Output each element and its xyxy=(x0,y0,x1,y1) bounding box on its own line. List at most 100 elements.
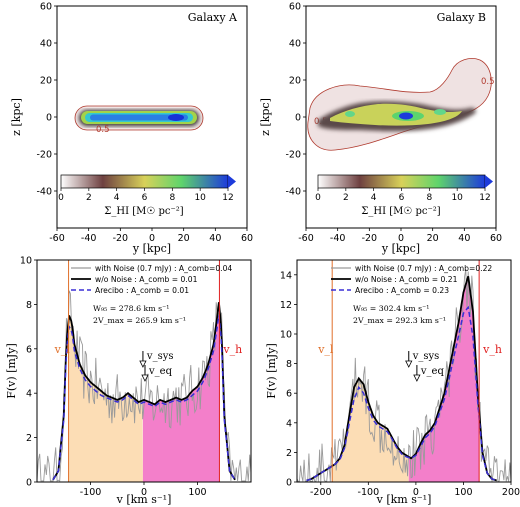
axis-ticks: -200 -100 0 100 200 0 2 4 6 8 10 12 14 xyxy=(280,270,520,498)
colorbar: 0 2 4 6 8 10 12 Σ_HI [M☉ pc⁻²] xyxy=(315,174,493,217)
y-tick-label: 8 xyxy=(286,359,292,370)
colorbar-tick-label: 10 xyxy=(451,193,463,203)
x-tick-label: 40 xyxy=(209,233,221,244)
x-tick-label: 100 xyxy=(188,487,206,498)
x-tick-label: -40 xyxy=(81,233,97,244)
fill-high-velocity xyxy=(142,302,220,482)
y-tick-label: 12 xyxy=(280,300,292,311)
colorbar: 0 2 4 6 8 10 12 Σ_HI [M☉ pc⁻²] xyxy=(58,174,236,217)
colorbar-ticks: 0 2 4 6 8 10 12 xyxy=(58,188,234,203)
v-eq-label: v_eq xyxy=(148,366,173,377)
x-axis-label: v [km s⁻¹] xyxy=(116,493,172,506)
axis-ticks: -100 0 100 0 2 4 6 8 10 xyxy=(20,256,207,499)
panel-title: Galaxy B xyxy=(437,11,486,24)
series-with-noise xyxy=(296,269,512,482)
x-tick-label: -200 xyxy=(310,487,332,498)
v-eq-arrowhead xyxy=(141,374,149,382)
y-tick-label: 10 xyxy=(280,330,292,341)
vmax-annotation: 2V_max = 292.3 km s⁻¹ xyxy=(353,316,446,325)
colorbar-gradient xyxy=(317,174,486,189)
v-sys-label: v_sys xyxy=(412,351,440,362)
series-arecibo xyxy=(52,315,236,481)
x-tick-label: -20 xyxy=(362,233,378,244)
x-tick-label: 0 xyxy=(398,233,404,244)
colorbar-ticks: 0 2 4 6 8 10 12 xyxy=(315,188,491,203)
v-high-label: v_h xyxy=(482,343,502,356)
v-sys-arrowhead xyxy=(139,360,147,368)
galaxy-b-spectrum-panel: v_l v_h v_sys v_eq -200 -100 0 100 200 0 2 4 6 8 10 12… xyxy=(265,259,520,506)
colorbar-tick-label: 12 xyxy=(222,193,233,203)
y-tick-label: 60 xyxy=(40,2,52,13)
legend-entry: with Noise (0.7 mJy) : A_comb=0.22 xyxy=(355,264,492,273)
vmax-annotation: 2V_max = 265.9 km s⁻¹ xyxy=(93,316,186,325)
contour-0.5 xyxy=(74,105,204,131)
x-tick-label: 0 xyxy=(149,233,155,244)
v-high-label: v_h xyxy=(222,343,242,356)
x-tick-label: 200 xyxy=(502,487,520,498)
y-tick-label: 0 xyxy=(295,113,301,124)
colorbar-label: Σ_HI [M☉ pc⁻²] xyxy=(361,206,440,217)
y-tick-label: 40 xyxy=(40,39,52,50)
legend-entry: w/o Noise : A_comb = 0.01 xyxy=(95,275,198,284)
velocity-markers: v_l v_h v_sys v_eq xyxy=(317,260,502,482)
y-tick-label: 2 xyxy=(286,448,292,459)
colorbar-tick-label: 6 xyxy=(142,193,148,203)
x-axis-label: y [kpc] xyxy=(132,242,171,255)
velocity-markers: v_l v_h v_sys v_eq xyxy=(54,260,242,482)
x-tick-label: 60 xyxy=(241,233,253,244)
y-tick-label: -40 xyxy=(36,187,52,198)
colorbar-tick-label: 8 xyxy=(169,193,175,203)
y-tick-label: 14 xyxy=(280,270,292,281)
x-tick-label: -60 xyxy=(49,233,65,244)
v-sys-arrowhead xyxy=(405,360,413,368)
colorbar-label: Σ_HI [M☉ pc⁻²] xyxy=(104,206,183,217)
x-tick-label: 20 xyxy=(427,233,439,244)
colorbar-gradient xyxy=(60,174,229,189)
x-axis-label: y [kpc] xyxy=(381,242,420,255)
y-axis-label: z [kpc] xyxy=(10,98,23,136)
hi-peak xyxy=(399,112,413,120)
x-tick-label: 100 xyxy=(454,487,472,498)
plot-frame xyxy=(296,259,512,483)
y-tick-label: 40 xyxy=(289,39,301,50)
panel-title: Galaxy A xyxy=(188,11,238,24)
y-tick-label: 0 xyxy=(26,478,32,489)
colorbar-extend-arrow xyxy=(485,175,493,188)
colorbar-tick-label: 0 xyxy=(315,193,321,203)
spectrum-lines xyxy=(296,269,512,482)
y-axis-label: z [kpc] xyxy=(259,98,272,136)
x-tick-label: -60 xyxy=(298,233,314,244)
colorbar-tick-label: 4 xyxy=(114,193,120,203)
y-axis-label: F(v) [mJy] xyxy=(5,343,18,399)
colorbar-tick-label: 0 xyxy=(58,193,64,203)
hi-clump xyxy=(345,111,355,117)
colorbar-tick-label: 10 xyxy=(194,193,206,203)
y-tick-label: 2 xyxy=(26,433,32,444)
legend: with Noise (0.7 mJy) : A_comb=0.22 w/o No… xyxy=(331,264,492,325)
colorbar-tick-label: 6 xyxy=(399,193,405,203)
y-tick-label: 20 xyxy=(289,76,301,87)
hi-disk-inner xyxy=(90,114,188,121)
spectrum-lines xyxy=(36,290,252,482)
galaxy-a-spectrum-panel: v_l v_h v_sys v_eq -100 0 100 0 2 4 6 8 10 with Noi… xyxy=(5,256,252,506)
colorbar-tick-label: 2 xyxy=(86,193,92,203)
series-without-noise xyxy=(52,302,236,481)
y-tick-label: 10 xyxy=(20,256,32,267)
x-tick-label: 20 xyxy=(178,233,190,244)
legend-entry: w/o Noise : A_comb = 0.21 xyxy=(355,275,458,284)
colorbar-tick-label: 2 xyxy=(343,193,349,203)
y-tick-label: 8 xyxy=(26,300,32,311)
contour-label: 0.5 xyxy=(96,125,110,135)
y-tick-label: -40 xyxy=(285,187,301,198)
x-tick-label: -20 xyxy=(113,233,129,244)
series-without-noise xyxy=(306,276,497,482)
x-tick-label: -100 xyxy=(80,487,102,498)
y-tick-label: 4 xyxy=(26,389,32,400)
y-tick-label: 60 xyxy=(289,2,301,13)
legend-entry: Arecibo : A_comb = 0.23 xyxy=(355,286,449,295)
x-axis-label: v [km s⁻¹] xyxy=(376,493,432,506)
hi-clump xyxy=(434,109,446,115)
